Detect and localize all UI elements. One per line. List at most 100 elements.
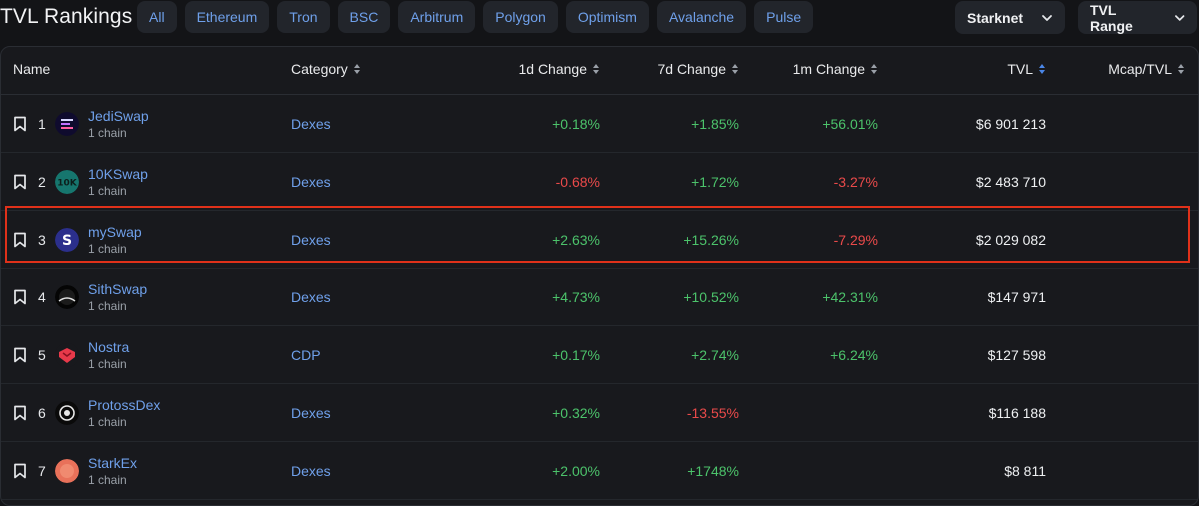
change-1d: +0.17%: [552, 347, 600, 364]
chain-filter-all[interactable]: All: [137, 1, 177, 33]
chain-filter-arbitrum[interactable]: Arbitrum: [398, 1, 476, 33]
protocol-name-link[interactable]: StarkEx: [88, 454, 138, 471]
protocol-name-link[interactable]: SithSwap: [88, 281, 148, 298]
column-header-tvl[interactable]: TVL: [1007, 61, 1046, 77]
chevron-down-icon: [1174, 14, 1184, 21]
column-header-7d-change[interactable]: 7d Change: [657, 61, 739, 77]
starkex-logo: [55, 458, 79, 483]
column-label: Category: [291, 61, 348, 77]
column-label: 1m Change: [792, 61, 865, 77]
chain-filter-optimism[interactable]: Optimism: [565, 1, 649, 33]
svg-text:S: S: [62, 233, 72, 249]
category-link[interactable]: Dexes: [291, 405, 331, 421]
tvl-value: $2 483 710: [975, 173, 1046, 190]
protocol-name-link[interactable]: JediSwap: [88, 108, 149, 124]
table-row[interactable]: 6 ProtossDex 1 chain Dexes +0.32% -13.55% $116…: [1, 384, 1198, 442]
category-link[interactable]: Dexes: [291, 462, 331, 479]
change-1d: +0.32%: [552, 405, 600, 421]
sort-icon-active: [1039, 64, 1045, 74]
change-1m: -7.29%: [833, 231, 878, 248]
category-link[interactable]: Dexes: [291, 289, 331, 306]
rankings-table: Name Category 1d Change 7d Change 1m Cha…: [0, 46, 1199, 506]
bookmark-icon[interactable]: [13, 405, 27, 421]
table-row[interactable]: 7 StarkEx 1 chain Dexes +2.00% +1748% $8 811: [1, 442, 1198, 500]
protocol-chain-count: 1 chain: [88, 357, 127, 372]
change-1d: +0.18%: [552, 116, 600, 132]
chain-select[interactable]: Starknet: [955, 1, 1066, 34]
change-7d: +1.85%: [691, 116, 739, 132]
change-1d: +2.63%: [552, 231, 600, 248]
rank-number: 4: [38, 289, 46, 306]
sort-icon: [1178, 64, 1184, 74]
rank-number: 1: [38, 116, 46, 132]
protocol-name-link[interactable]: Nostra: [88, 339, 130, 356]
change-1d: -0.68%: [555, 173, 600, 190]
chain-filter-pulse[interactable]: Pulse: [754, 1, 814, 33]
tvl-value: $127 598: [987, 347, 1046, 364]
change-7d: -13.55%: [686, 405, 739, 421]
table-row[interactable]: 5 Nostra 1 chain CDP +0.17% +2.74% +6.24% $127 …: [1, 326, 1198, 385]
bookmark-icon[interactable]: [13, 347, 27, 363]
column-header-category[interactable]: Category: [291, 61, 361, 77]
jediswap-logo: [55, 112, 79, 136]
table-row[interactable]: 4 SithSwap 1 chain Dexes +4.73% +10.52% +42.31…: [1, 268, 1198, 327]
tvl-value: $116 188: [988, 405, 1046, 421]
protocol-chain-count: 1 chain: [88, 183, 127, 198]
rank-number: 5: [38, 347, 46, 364]
bookmark-icon[interactable]: [13, 116, 27, 132]
column-header-name[interactable]: Name: [13, 61, 50, 77]
chevron-down-icon: [1042, 14, 1052, 21]
column-header-1d-change[interactable]: 1d Change: [518, 61, 600, 77]
sort-icon: [353, 64, 360, 74]
category-link[interactable]: Dexes: [291, 173, 331, 190]
protocol-name-link[interactable]: mySwap: [88, 223, 142, 240]
tvl-value: $8 811: [1004, 462, 1046, 479]
table-row[interactable]: 1 JediSwap 1 chain Dexes +0.18% +1.85% +56.01%…: [1, 95, 1198, 153]
chain-filter-ethereum[interactable]: Ethereum: [184, 1, 270, 33]
rank-number: 7: [38, 462, 46, 479]
change-1m: +42.31%: [822, 289, 878, 306]
category-link[interactable]: Dexes: [291, 231, 331, 248]
chain-filter-bar: All Ethereum Tron BSC Arbitrum Polygon Optimis…: [137, 1, 814, 33]
chain-filter-tron[interactable]: Tron: [277, 1, 330, 33]
rank-number: 2: [38, 173, 46, 190]
page-title: TVL Rankings: [0, 5, 133, 28]
change-1m: -3.27%: [833, 173, 878, 190]
change-1d: +2.00%: [552, 462, 600, 479]
10kswap-logo: 10K: [55, 169, 79, 194]
column-label: 7d Change: [657, 61, 726, 77]
change-1m: +56.01%: [822, 116, 878, 132]
bookmark-icon[interactable]: [13, 174, 27, 190]
change-7d: +15.26%: [683, 231, 739, 248]
category-link[interactable]: CDP: [291, 347, 321, 364]
sort-icon: [871, 64, 877, 74]
column-header-mcap-tvl[interactable]: Mcap/TVL: [1108, 61, 1185, 77]
rank-number: 3: [38, 231, 46, 248]
protocol-name-link[interactable]: ProtossDex: [88, 397, 161, 413]
change-1m: +6.24%: [830, 347, 878, 364]
protocol-name-link[interactable]: 10KSwap: [88, 165, 148, 182]
chain-filter-bsc[interactable]: BSC: [337, 1, 391, 33]
table-row[interactable]: 2 10K 10KSwap 1 chain Dexes -0.68% +1.72% -3.27…: [1, 153, 1198, 211]
bookmark-icon[interactable]: [13, 289, 27, 305]
protossdex-logo: [55, 401, 79, 425]
bookmark-icon[interactable]: [13, 463, 27, 479]
tvl-range-dropdown[interactable]: TVL Range: [1078, 1, 1197, 34]
bookmark-icon[interactable]: [13, 232, 27, 248]
category-link[interactable]: Dexes: [291, 116, 331, 132]
protocol-chain-count: 1 chain: [88, 126, 127, 140]
change-7d: +10.52%: [683, 289, 739, 306]
sort-icon: [732, 64, 738, 74]
protocol-chain-count: 1 chain: [88, 299, 127, 314]
rank-number: 6: [38, 405, 46, 421]
column-header-1m-change[interactable]: 1m Change: [793, 61, 878, 77]
myswap-logo: S: [55, 227, 79, 252]
change-7d: +1748%: [687, 462, 739, 479]
change-7d: +1.72%: [691, 173, 739, 190]
chain-filter-avalanche[interactable]: Avalanche: [656, 1, 747, 33]
tvl-range-label: TVL Range: [1090, 1, 1133, 34]
chain-filter-polygon[interactable]: Polygon: [483, 1, 558, 33]
change-7d: +2.74%: [691, 347, 739, 364]
top-bar: TVL Rankings All Ethereum Tron BSC Arbitrum P…: [0, 0, 1199, 36]
